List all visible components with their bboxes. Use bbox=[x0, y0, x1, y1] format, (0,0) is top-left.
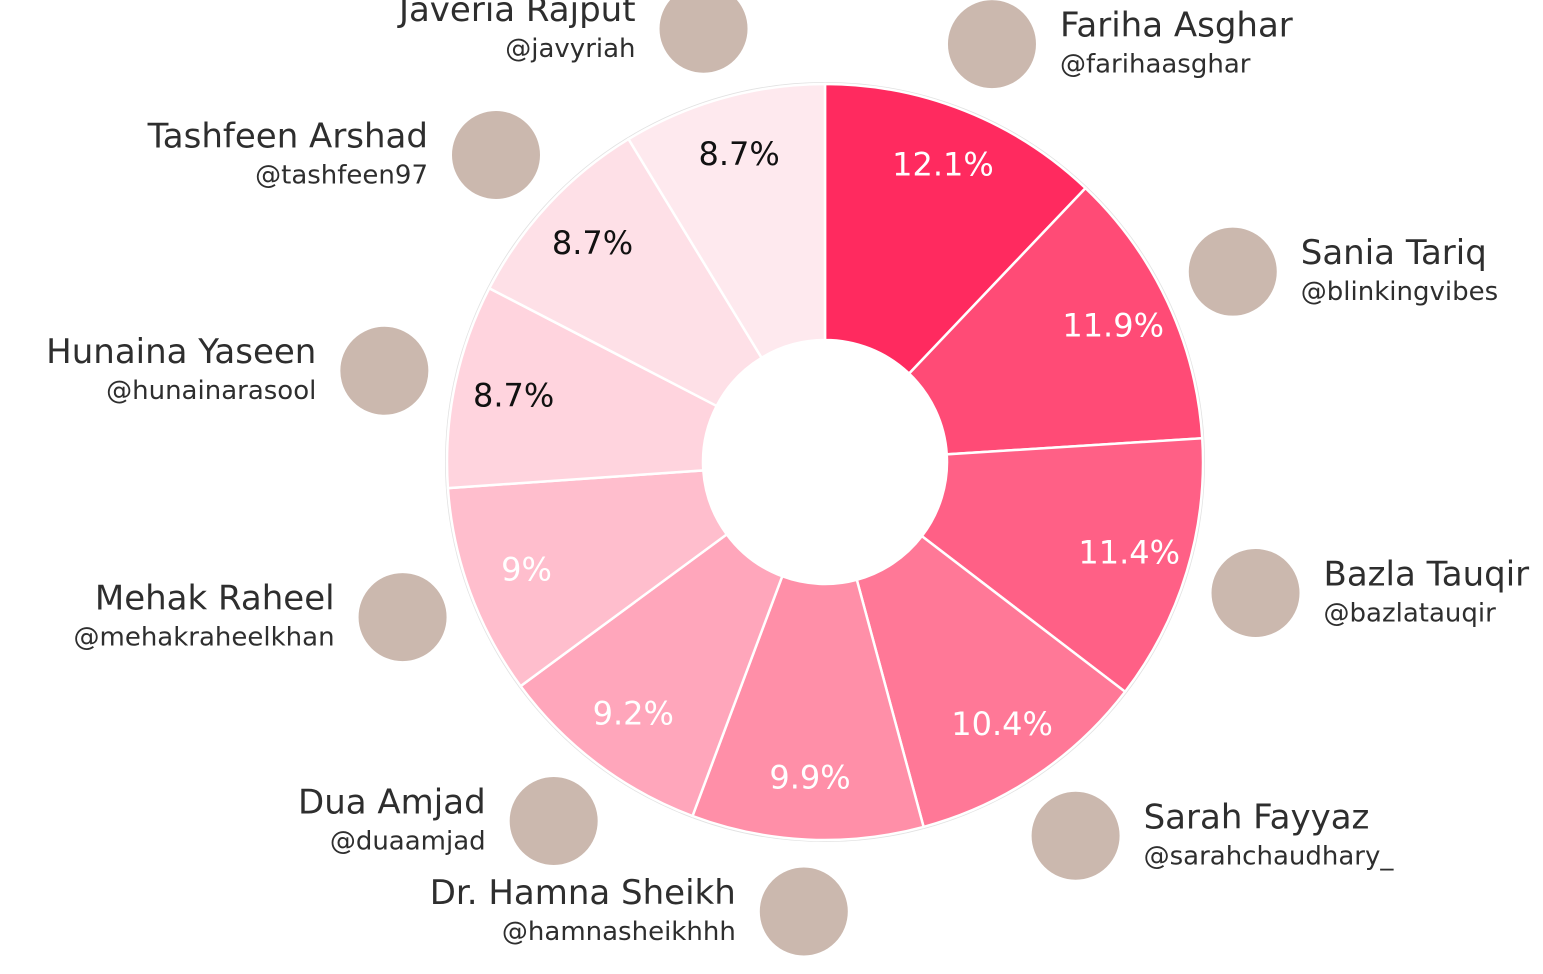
legend-name: Sarah Fayyaz bbox=[1144, 797, 1370, 837]
value-label: 8.7% bbox=[473, 377, 554, 415]
legend-handle: @duaamjad bbox=[330, 827, 486, 857]
legend-handle: @blinkingvibes bbox=[1301, 277, 1498, 307]
legend-name: Sania Tariq bbox=[1301, 233, 1487, 273]
value-label: 8.7% bbox=[552, 224, 633, 262]
legend-name: Tashfeen Arshad bbox=[147, 116, 428, 156]
legend-handle: @mehakraheelkhan bbox=[74, 623, 335, 653]
legend-name: Bazla Tauqir bbox=[1324, 554, 1530, 594]
legend-name: Mehak Raheel bbox=[95, 579, 335, 619]
legend-handle: @javyriah bbox=[505, 34, 635, 64]
legend-name: Javeria Rajput bbox=[397, 0, 636, 30]
legend-handle: @sarahchaudhary_ bbox=[1144, 841, 1395, 871]
value-label: 9% bbox=[501, 551, 552, 589]
value-label: 12.1% bbox=[892, 146, 994, 184]
legend-name: Fariha Asghar bbox=[1060, 6, 1293, 46]
legend-name: Hunaina Yaseen bbox=[46, 332, 316, 372]
avatar bbox=[449, 108, 542, 201]
donut-hole bbox=[703, 340, 947, 584]
avatar bbox=[356, 571, 449, 664]
legend-handle: @bazlatauqir bbox=[1324, 598, 1497, 628]
value-label: 9.9% bbox=[769, 759, 850, 797]
avatar bbox=[945, 0, 1038, 91]
value-label: 9.2% bbox=[593, 695, 674, 733]
legend-handle: @farihaasghar bbox=[1060, 50, 1251, 80]
legend-name: Dr. Hamna Sheikh bbox=[430, 873, 736, 913]
avatar bbox=[1209, 546, 1302, 639]
legend-handle: @hamnasheikhhh bbox=[502, 917, 736, 947]
value-label: 11.9% bbox=[1062, 307, 1164, 345]
avatar bbox=[757, 865, 850, 958]
avatar bbox=[507, 775, 600, 868]
avatar bbox=[657, 0, 750, 75]
avatar bbox=[1029, 789, 1122, 882]
avatar bbox=[1186, 225, 1279, 318]
value-label: 8.7% bbox=[699, 135, 780, 173]
value-label: 11.4% bbox=[1078, 534, 1180, 572]
legend-handle: @hunainarasool bbox=[106, 376, 316, 406]
legend-name: Dua Amjad bbox=[298, 783, 486, 823]
pie-slice bbox=[690, 574, 926, 842]
legend-handle: @tashfeen97 bbox=[255, 160, 428, 190]
value-label: 10.4% bbox=[951, 705, 1053, 743]
avatar bbox=[338, 324, 431, 417]
